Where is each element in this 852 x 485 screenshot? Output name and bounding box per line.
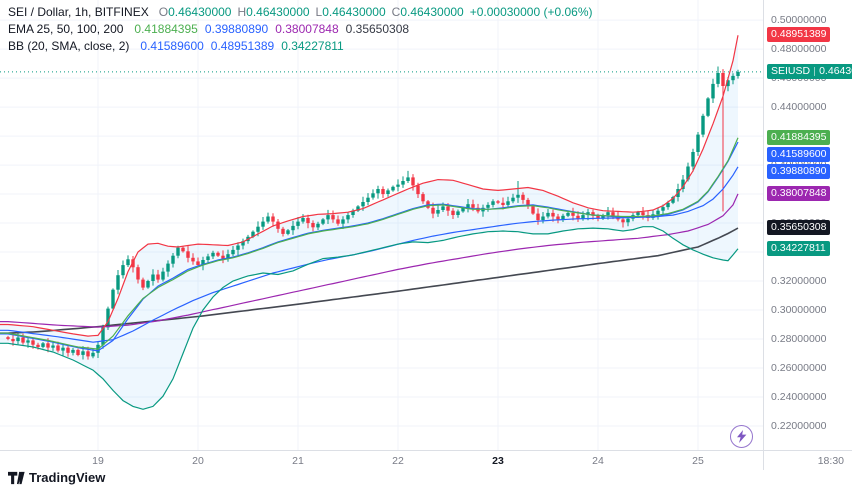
badge-divider [814,66,816,76]
price-badge-bb-lower: 0.34227811 [767,241,830,256]
high-label: H [237,5,247,19]
ema-value: 0.41884395 [134,22,198,36]
price-tick-label: 0.28000000 [771,333,827,345]
axis-corner-divider [763,451,764,471]
price-badge-ema50: 0.39880890 [767,164,831,179]
tradingview-logo[interactable]: TradingView [8,470,105,485]
symbol-title[interactable]: SEI / Dollar, 1h, BITFINEX [8,5,149,19]
price-badge-bb-upper: 0.48951389 [767,27,831,42]
price-tick-label: 0.24000000 [771,391,827,403]
price-tick-label: 0.30000000 [771,304,827,316]
price-tick-label: 0.48000000 [771,43,827,55]
price-badge-ema25: 0.41884395 [767,130,831,145]
price-badge-ema100: 0.38007848 [767,186,831,201]
time-axis-label: 23 [492,455,504,467]
open-label: O [158,5,169,19]
close-value: 0.46430000 [400,5,464,19]
last-price-value: 0.46430000 [819,65,852,77]
candlestick-chart[interactable] [0,0,763,450]
low-value: 0.46430000 [322,5,386,19]
time-axis-label: 24 [592,455,604,467]
bottom-bar: TradingView [0,470,852,485]
legend-symbol-row[interactable]: SEI / Dollar, 1h, BITFINEX O0.46430000 H0.… [8,4,592,21]
ema-indicator-title[interactable]: EMA 25, 50, 100, 200 [8,22,124,36]
bb-value: 0.34227811 [281,39,344,53]
price-badge-last-price: SEIUSD 0.46430000 [767,64,852,79]
open-value: 0.46430000 [168,5,232,19]
legend-bb-row[interactable]: BB (20, SMA, close, 2) 0.41589600 0.489513… [8,38,592,55]
time-axis-label: 19 [92,455,104,467]
chart-legend: SEI / Dollar, 1h, BITFINEX O0.46430000 H0.… [8,4,592,55]
change-value: +0.00030000 (+0.06%) [469,5,593,19]
tradingview-logo-text: TradingView [29,470,106,485]
bb-value: 0.48951389 [210,39,275,53]
ema-value: 0.38007848 [275,22,339,36]
ema100-line [0,193,739,328]
high-value: 0.46430000 [246,5,310,19]
bb-upper-line [0,35,739,337]
symbol-ticker-label: SEIUSD [771,65,811,77]
ema200-line [0,227,739,334]
price-axis[interactable]: 0.22000000 0.24000000 0.26000000 0.28000000… [763,0,852,450]
price-tick-label: 0.26000000 [771,362,827,374]
ema-value: 0.35650308 [345,22,410,36]
low-label: L [315,5,323,19]
price-tick-label: 0.32000000 [771,275,827,287]
bb-value: 0.41589600 [140,39,204,53]
bb-indicator-title[interactable]: BB (20, SMA, close, 2) [8,39,130,53]
close-label: C [391,5,401,19]
price-badge-bb-basis: 0.41589600 [767,147,831,162]
price-tick-label: 0.50000000 [771,14,827,26]
time-axis-label: 25 [692,455,704,467]
ema25-line [0,137,739,350]
time-axis-clock[interactable]: 18:30 [817,455,844,467]
bb-lower-line [0,226,739,410]
time-axis-label: 21 [292,455,304,467]
chart-pane[interactable]: SEI / Dollar, 1h, BITFINEX O0.46430000 H0.… [0,0,763,450]
time-axis[interactable]: 18:30 19 20 21 22 23 24 25 [0,450,852,471]
price-tick-label: 0.44000000 [771,101,827,113]
ema-value: 0.39880890 [204,22,269,36]
time-axis-label: 22 [392,455,404,467]
legend-ema-row[interactable]: EMA 25, 50, 100, 200 0.41884395 0.39880890… [8,21,592,38]
price-tick-label: 0.22000000 [771,420,827,432]
price-badge-ema200: 0.35650308 [767,220,831,235]
lightning-bolt-glyph [737,430,747,443]
time-axis-label: 20 [192,455,204,467]
lightning-icon[interactable] [730,425,753,448]
tradingview-logo-icon [8,471,25,484]
